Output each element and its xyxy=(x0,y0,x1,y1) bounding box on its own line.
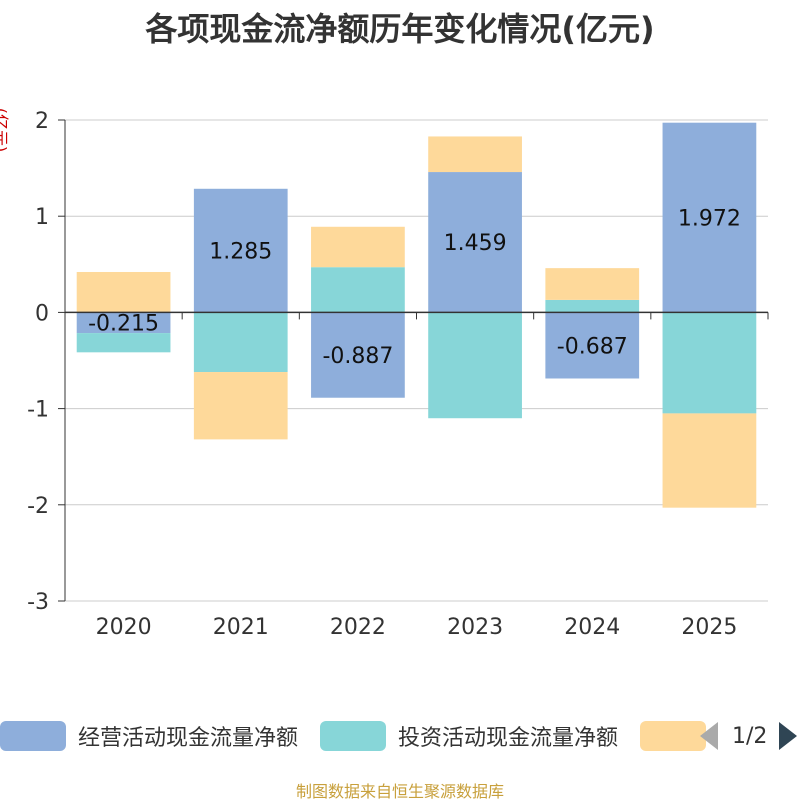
legend-swatch-investing xyxy=(320,721,386,751)
legend-label-operating: 经营活动现金流量净额 xyxy=(78,726,299,751)
bar-series-0 xyxy=(193,188,288,313)
legend: 经营活动现金流量净额 投资活动现金流量净额 1/2 xyxy=(0,716,800,756)
x-tick-label: 2022 xyxy=(330,615,386,640)
x-tick-label: 2024 xyxy=(564,615,620,640)
bar-series-1 xyxy=(311,267,405,313)
bar-series-1 xyxy=(428,312,522,419)
legend-label-investing: 投资活动现金流量净额 xyxy=(398,726,619,751)
bar-series-2 xyxy=(311,226,405,268)
bar-series-2 xyxy=(76,271,171,313)
y-tick-label: 0 xyxy=(35,301,49,326)
bar-series-2 xyxy=(193,372,288,440)
legend-pager: 1/2 xyxy=(700,716,798,756)
y-tick-label: -1 xyxy=(27,398,49,423)
y-tick-label: 1 xyxy=(35,205,49,230)
legend-item-operating[interactable]: 经营活动现金流量净额 xyxy=(0,716,298,756)
y-tick-label: -3 xyxy=(27,590,49,615)
bar-series-0 xyxy=(76,312,171,334)
bar-series-2 xyxy=(662,413,757,508)
x-tick-label: 2025 xyxy=(681,615,737,640)
bar-value-label: -0.215 xyxy=(88,312,159,337)
x-tick-label: 2020 xyxy=(96,615,152,640)
x-tick-label: 2023 xyxy=(447,615,503,640)
legend-swatch-financing xyxy=(640,721,706,751)
bar-value-label: -0.687 xyxy=(557,334,628,359)
data-source-note: 制图数据来自恒生聚源数据库 xyxy=(295,782,504,801)
legend-item-investing[interactable]: 投资活动现金流量净额 xyxy=(320,716,618,756)
legend-item-financing[interactable] xyxy=(640,716,706,756)
bar-series-0 xyxy=(545,312,640,379)
bar-series-1 xyxy=(662,312,757,414)
bar-series-0 xyxy=(662,122,757,313)
legend-prev-page-icon[interactable] xyxy=(700,722,718,750)
bar-value-label: -0.887 xyxy=(322,344,393,369)
bar-series-2 xyxy=(428,136,522,173)
bar-series-1 xyxy=(193,312,288,373)
legend-next-page-icon[interactable] xyxy=(779,722,798,750)
bar-series-0 xyxy=(311,312,405,398)
bar-series-1 xyxy=(76,333,171,353)
x-tick-label: 2021 xyxy=(213,615,269,640)
y-tick-label: -2 xyxy=(27,494,49,519)
bar-series-1 xyxy=(545,299,640,313)
bar-series-0 xyxy=(428,172,522,313)
bar-value-label: 1.459 xyxy=(444,231,507,256)
bar-series-2 xyxy=(545,268,640,300)
legend-swatch-operating xyxy=(0,721,66,751)
chart-title: 各项现金流净额历年变化情况(亿元) xyxy=(145,10,655,48)
y-tick-label: 2 xyxy=(35,109,49,134)
bar-value-label: 1.972 xyxy=(678,207,741,232)
bar-value-label: 1.285 xyxy=(209,240,272,265)
chart-svg: 2 1 0 -1 -2 -3 -0.215 1.285 -0.887 1.459 -0.687 1.9… xyxy=(27,109,769,640)
legend-page-indicator: 1/2 xyxy=(732,723,768,749)
